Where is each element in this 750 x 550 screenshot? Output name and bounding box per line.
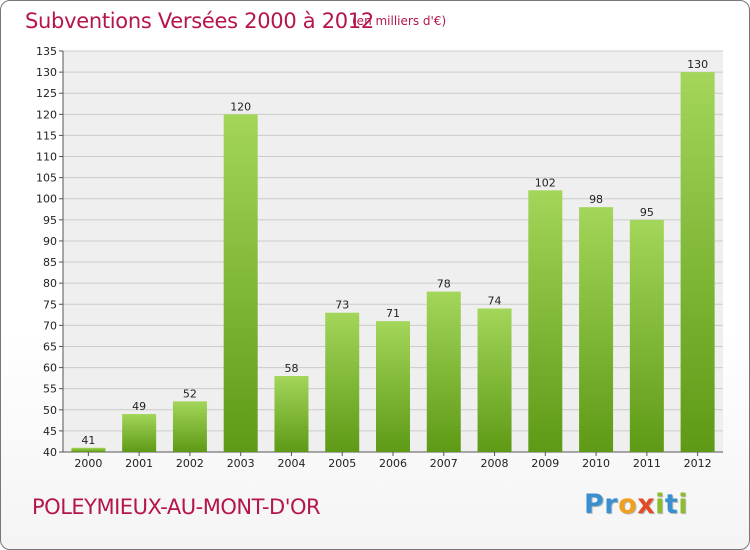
logo-letter: P xyxy=(584,489,605,520)
y-tick-label: 60 xyxy=(43,362,57,375)
y-tick-label: 75 xyxy=(43,298,57,311)
bar-value-label: 120 xyxy=(230,100,251,113)
logo-letter: t xyxy=(664,489,679,520)
x-tick-label: 2008 xyxy=(481,457,509,470)
y-tick-label: 135 xyxy=(36,45,57,58)
bar xyxy=(223,114,258,452)
bar xyxy=(629,219,664,452)
y-tick-label: 115 xyxy=(36,129,57,142)
bar xyxy=(477,308,512,452)
logo-letter: x xyxy=(637,489,656,520)
logo-letter: i xyxy=(655,489,665,520)
x-tick-label: 2000 xyxy=(74,457,102,470)
bar-value-label: 58 xyxy=(284,362,298,375)
y-tick-label: 120 xyxy=(36,108,57,121)
bar-value-label: 98 xyxy=(589,193,603,206)
bar-value-label: 49 xyxy=(132,400,146,413)
y-tick-label: 110 xyxy=(36,151,57,164)
bar-value-label: 78 xyxy=(437,278,451,291)
bar xyxy=(376,321,410,452)
bar-value-label: 41 xyxy=(81,434,95,447)
y-tick-label: 125 xyxy=(36,87,57,100)
x-tick-label: 2010 xyxy=(582,457,610,470)
y-tick-label: 130 xyxy=(36,66,57,79)
bar xyxy=(122,414,157,452)
x-tick-label: 2005 xyxy=(328,457,356,470)
x-tick-label: 2007 xyxy=(430,457,458,470)
x-tick-label: 2009 xyxy=(531,457,559,470)
y-tick-label: 90 xyxy=(43,235,57,248)
y-tick-label: 95 xyxy=(43,214,57,227)
logo-letter: r xyxy=(604,489,619,520)
x-tick-label: 2002 xyxy=(176,457,204,470)
x-tick-label: 2006 xyxy=(379,457,407,470)
x-tick-label: 2004 xyxy=(277,457,305,470)
logo-letter: i xyxy=(678,489,689,520)
y-tick-label: 65 xyxy=(43,340,57,353)
town-name: POLEYMIEUX-AU-MONT-D'OR xyxy=(32,495,321,519)
bar-value-label: 52 xyxy=(183,387,197,400)
bar-value-label: 71 xyxy=(386,307,400,320)
y-tick-label: 55 xyxy=(43,383,57,396)
proxiti-logo: Proxiti xyxy=(584,489,688,520)
y-tick-label: 80 xyxy=(43,277,57,290)
bar xyxy=(325,312,360,452)
bar xyxy=(528,190,563,452)
x-tick-label: 2003 xyxy=(227,457,255,470)
y-tick-label: 85 xyxy=(43,256,57,269)
x-tick-label: 2011 xyxy=(633,457,661,470)
x-tick-label: 2001 xyxy=(125,457,153,470)
logo-letter: o xyxy=(618,489,638,520)
bar xyxy=(172,401,207,452)
bar xyxy=(426,291,461,452)
bar-value-label: 95 xyxy=(640,206,654,219)
y-tick-label: 100 xyxy=(36,193,57,206)
y-tick-label: 45 xyxy=(43,425,57,438)
y-tick-label: 40 xyxy=(43,446,57,459)
bar-value-label: 130 xyxy=(687,58,708,71)
chart-title: Subventions Versées 2000 à 2012 xyxy=(25,9,374,33)
x-tick-label: 2012 xyxy=(684,457,712,470)
y-tick-label: 70 xyxy=(43,319,57,332)
y-tick-label: 105 xyxy=(36,172,57,185)
y-tick-label: 50 xyxy=(43,404,57,417)
chart-subtitle: (en milliers d'€) xyxy=(352,14,447,28)
bar xyxy=(71,447,106,452)
bar-value-label: 74 xyxy=(488,294,502,307)
bar-value-label: 102 xyxy=(535,176,556,189)
bar-value-label: 73 xyxy=(335,299,349,312)
bar xyxy=(274,376,309,452)
bar xyxy=(680,72,715,453)
bar xyxy=(579,207,614,452)
